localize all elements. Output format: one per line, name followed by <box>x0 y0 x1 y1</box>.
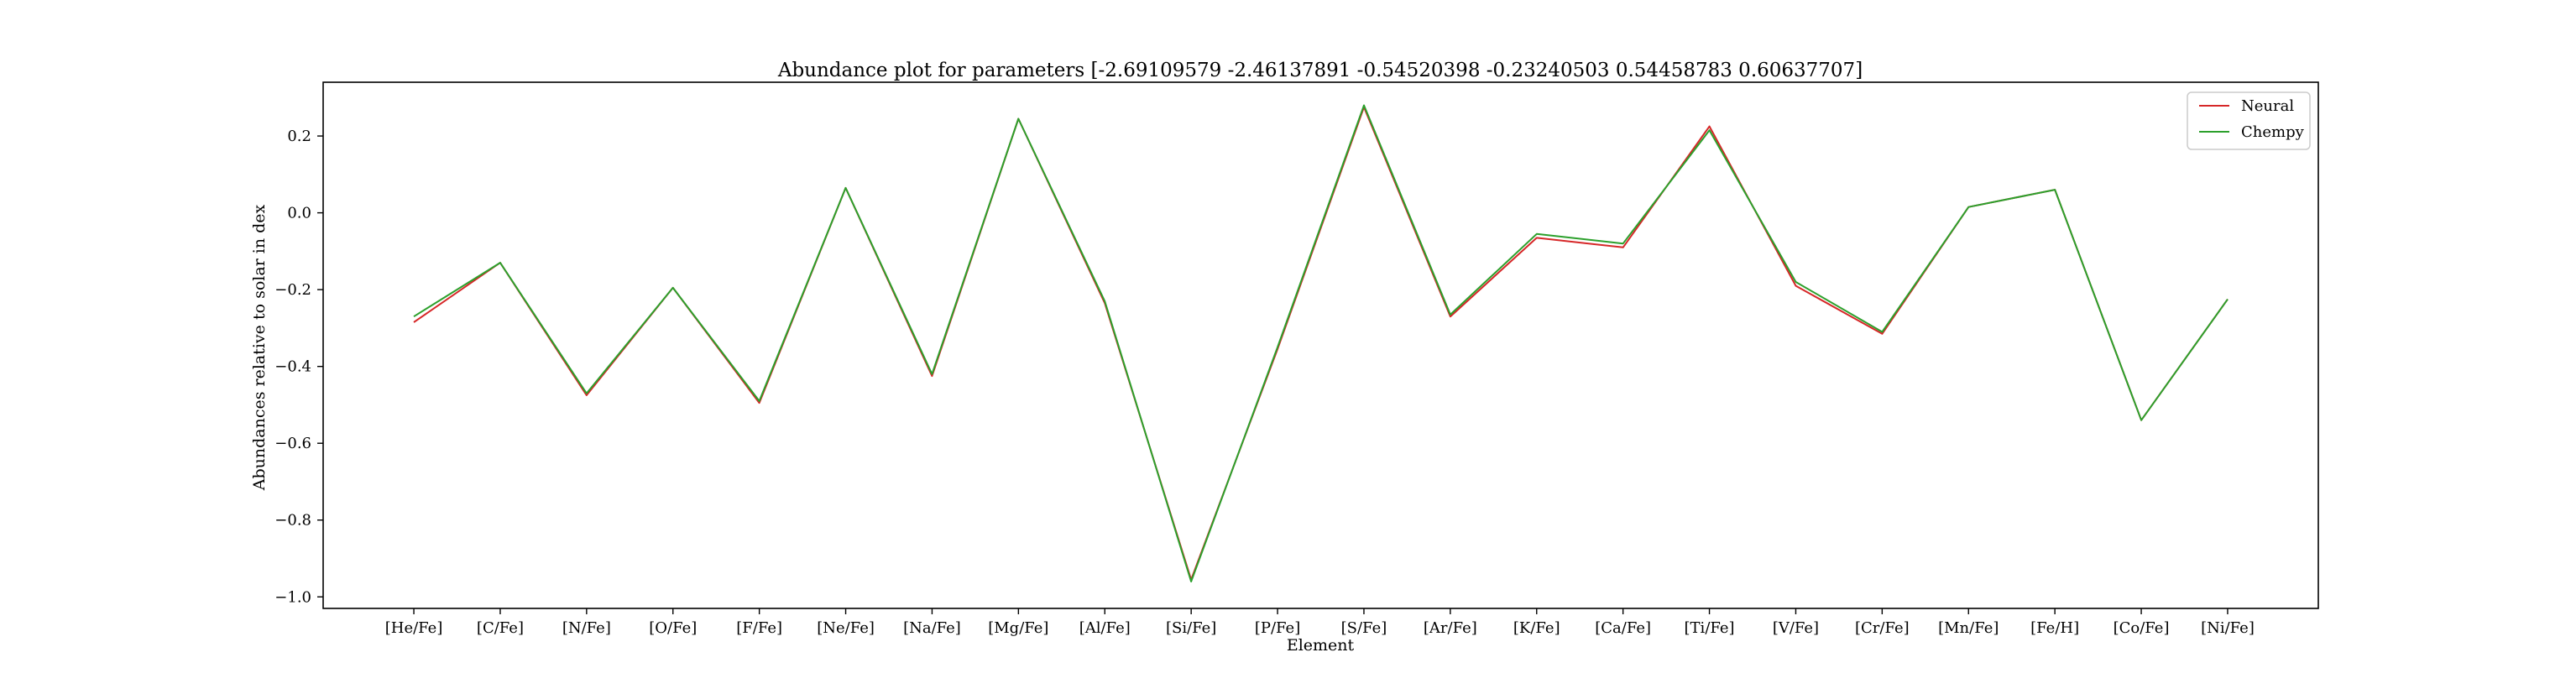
x-tick-label: [Na/Fe] <box>903 619 961 637</box>
y-tick-label: 0.0 <box>287 205 311 222</box>
y-tick-label: −0.2 <box>274 281 311 299</box>
y-tick-label: −1.0 <box>274 588 311 606</box>
y-tick-label: −0.6 <box>274 435 311 452</box>
x-tick-label: [Cr/Fe] <box>1855 619 1910 637</box>
series-lines <box>413 104 2229 582</box>
x-tick-label: [Ti/Fe] <box>1685 619 1735 637</box>
x-tick-label: [Ne/Fe] <box>817 619 875 637</box>
x-tick-label: [Ca/Fe] <box>1595 619 1651 637</box>
plot-frame <box>322 81 2319 609</box>
y-tick-label: −0.8 <box>274 512 311 530</box>
x-tick-label: [Mn/Fe] <box>1938 619 1999 637</box>
legend: Neural Chempy <box>2187 91 2311 150</box>
y-tick-label: 0.2 <box>287 128 311 145</box>
x-tick-label: [S/Fe] <box>1341 619 1387 637</box>
x-tick-label: [He/Fe] <box>385 619 443 637</box>
legend-label-neural: Neural <box>2241 97 2294 115</box>
chart-title: Abundance plot for parameters [-2.691095… <box>777 60 1863 81</box>
x-tick-label: [N/Fe] <box>562 619 611 637</box>
x-axis-label: Element <box>1287 636 1355 655</box>
x-tick-label: [V/Fe] <box>1773 619 1819 637</box>
series-line-chempy <box>413 104 2229 582</box>
x-tick-label: [C/Fe] <box>477 619 524 637</box>
x-tick-label: [Ni/Fe] <box>2201 619 2255 637</box>
x-tick-label: [P/Fe] <box>1255 619 1300 637</box>
x-tick-label: [Si/Fe] <box>1166 619 1216 637</box>
x-tick-label: [Co/Fe] <box>2114 619 2170 637</box>
x-tick-label: [F/Fe] <box>736 619 782 637</box>
x-tick-label: [Fe/H] <box>2030 619 2079 637</box>
y-axis-label: Abundances relative to solar in dex <box>250 204 269 491</box>
legend-label-chempy: Chempy <box>2241 123 2305 141</box>
x-tick-label: [K/Fe] <box>1513 619 1560 637</box>
y-tick-label: −0.4 <box>274 358 311 376</box>
x-tick-label: [O/Fe] <box>649 619 697 637</box>
x-tick-label: [Ar/Fe] <box>1424 619 1477 637</box>
x-tick-label: [Al/Fe] <box>1079 619 1131 637</box>
x-tick-label: [Mg/Fe] <box>988 619 1048 637</box>
axes: −1.0 −0.8 −0.6 −0.4 −0.2 0.0 0.2 [He/Fe] [C/Fe] [… <box>274 81 2319 637</box>
